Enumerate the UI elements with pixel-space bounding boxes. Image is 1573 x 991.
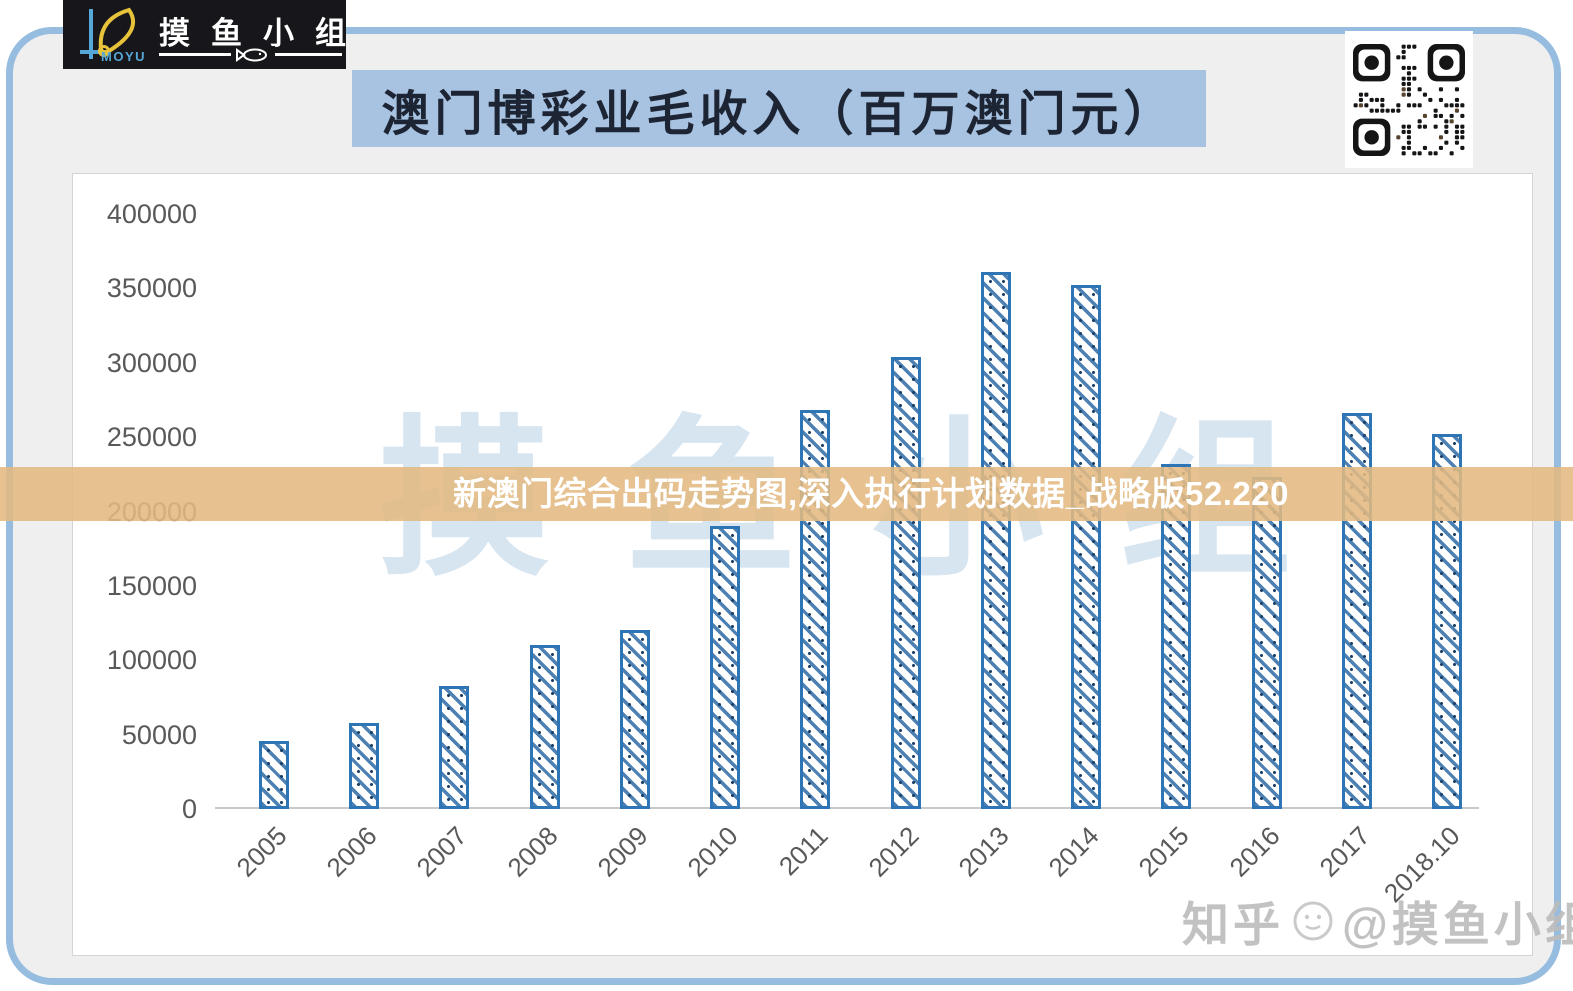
small-fish-icon	[231, 46, 275, 63]
y-axis-tick-label: 0	[181, 794, 197, 824]
overlay-banner: 新澳门综合出码走势图,深入执行计划数据_战略版52.220	[0, 467, 1573, 521]
y-axis-tick-label: 50000	[121, 719, 197, 750]
chart-card: 摸鱼小组 40000035000030000025000020000015000…	[72, 173, 1533, 956]
bar-2013	[980, 272, 1011, 809]
y-axis-tick-label: 250000	[106, 422, 197, 453]
y-axis-tick-label: 400000	[106, 199, 197, 229]
x-axis-tick-label: 2011	[773, 820, 834, 882]
x-axis-tick-label: 2010	[681, 820, 744, 883]
overlay-banner-text: 新澳门综合出码走势图,深入执行计划数据_战略版52.220	[453, 475, 1289, 512]
bar-2016	[1251, 477, 1282, 809]
bar-2009	[619, 630, 650, 809]
logo-brand-cn-text: 摸鱼小组	[159, 16, 367, 51]
x-axis-tick-label: 2009	[591, 820, 654, 883]
x-axis-tick-label: 2012	[862, 820, 925, 883]
x-axis-tick-label: 2005	[230, 820, 293, 883]
y-axis-tick-label: 350000	[106, 273, 197, 304]
x-axis-line	[215, 807, 1479, 809]
logo-brand-text: MOYU	[101, 49, 146, 64]
qr-code	[1345, 31, 1473, 168]
zhihu-watermark: 知乎 @摸鱼小组	[1182, 886, 1573, 955]
x-axis-tick-label: 2006	[320, 820, 383, 883]
zhihu-watermark-suffix: @摸鱼小组	[1342, 898, 1573, 951]
bar-2015	[1161, 464, 1192, 809]
brand-logo: MOYU 摸鱼小组	[63, 0, 346, 69]
bar-2012	[890, 357, 921, 809]
y-axis-tick-label: 300000	[106, 347, 197, 378]
zhihu-watermark-prefix: 知乎	[1182, 898, 1284, 951]
page-title: 澳门博彩业毛收入（百万澳门元）	[352, 70, 1206, 147]
y-axis-tick-label: 150000	[106, 570, 197, 601]
bar-2008	[529, 645, 560, 809]
y-axis-tick-label: 100000	[106, 645, 197, 676]
x-axis-tick-label: 2013	[952, 820, 1015, 883]
fish-logo-icon	[80, 7, 135, 59]
x-axis-tick-label: 2007	[410, 820, 474, 883]
x-axis-tick-label: 2008	[501, 820, 564, 883]
x-axis-tick-label: 2015	[1132, 820, 1195, 883]
x-axis-tick-label: 2014	[1042, 820, 1105, 883]
bar-2006	[349, 723, 380, 809]
bar-2010	[710, 526, 741, 809]
logo-underline	[159, 46, 342, 63]
bar-2005	[259, 741, 289, 809]
bar-chart: 4000003500003000002500002000001500001000…	[73, 174, 1532, 955]
bar-2007	[439, 686, 470, 809]
bar-2014	[1071, 285, 1102, 809]
zhihu-badge-icon	[1293, 901, 1333, 940]
